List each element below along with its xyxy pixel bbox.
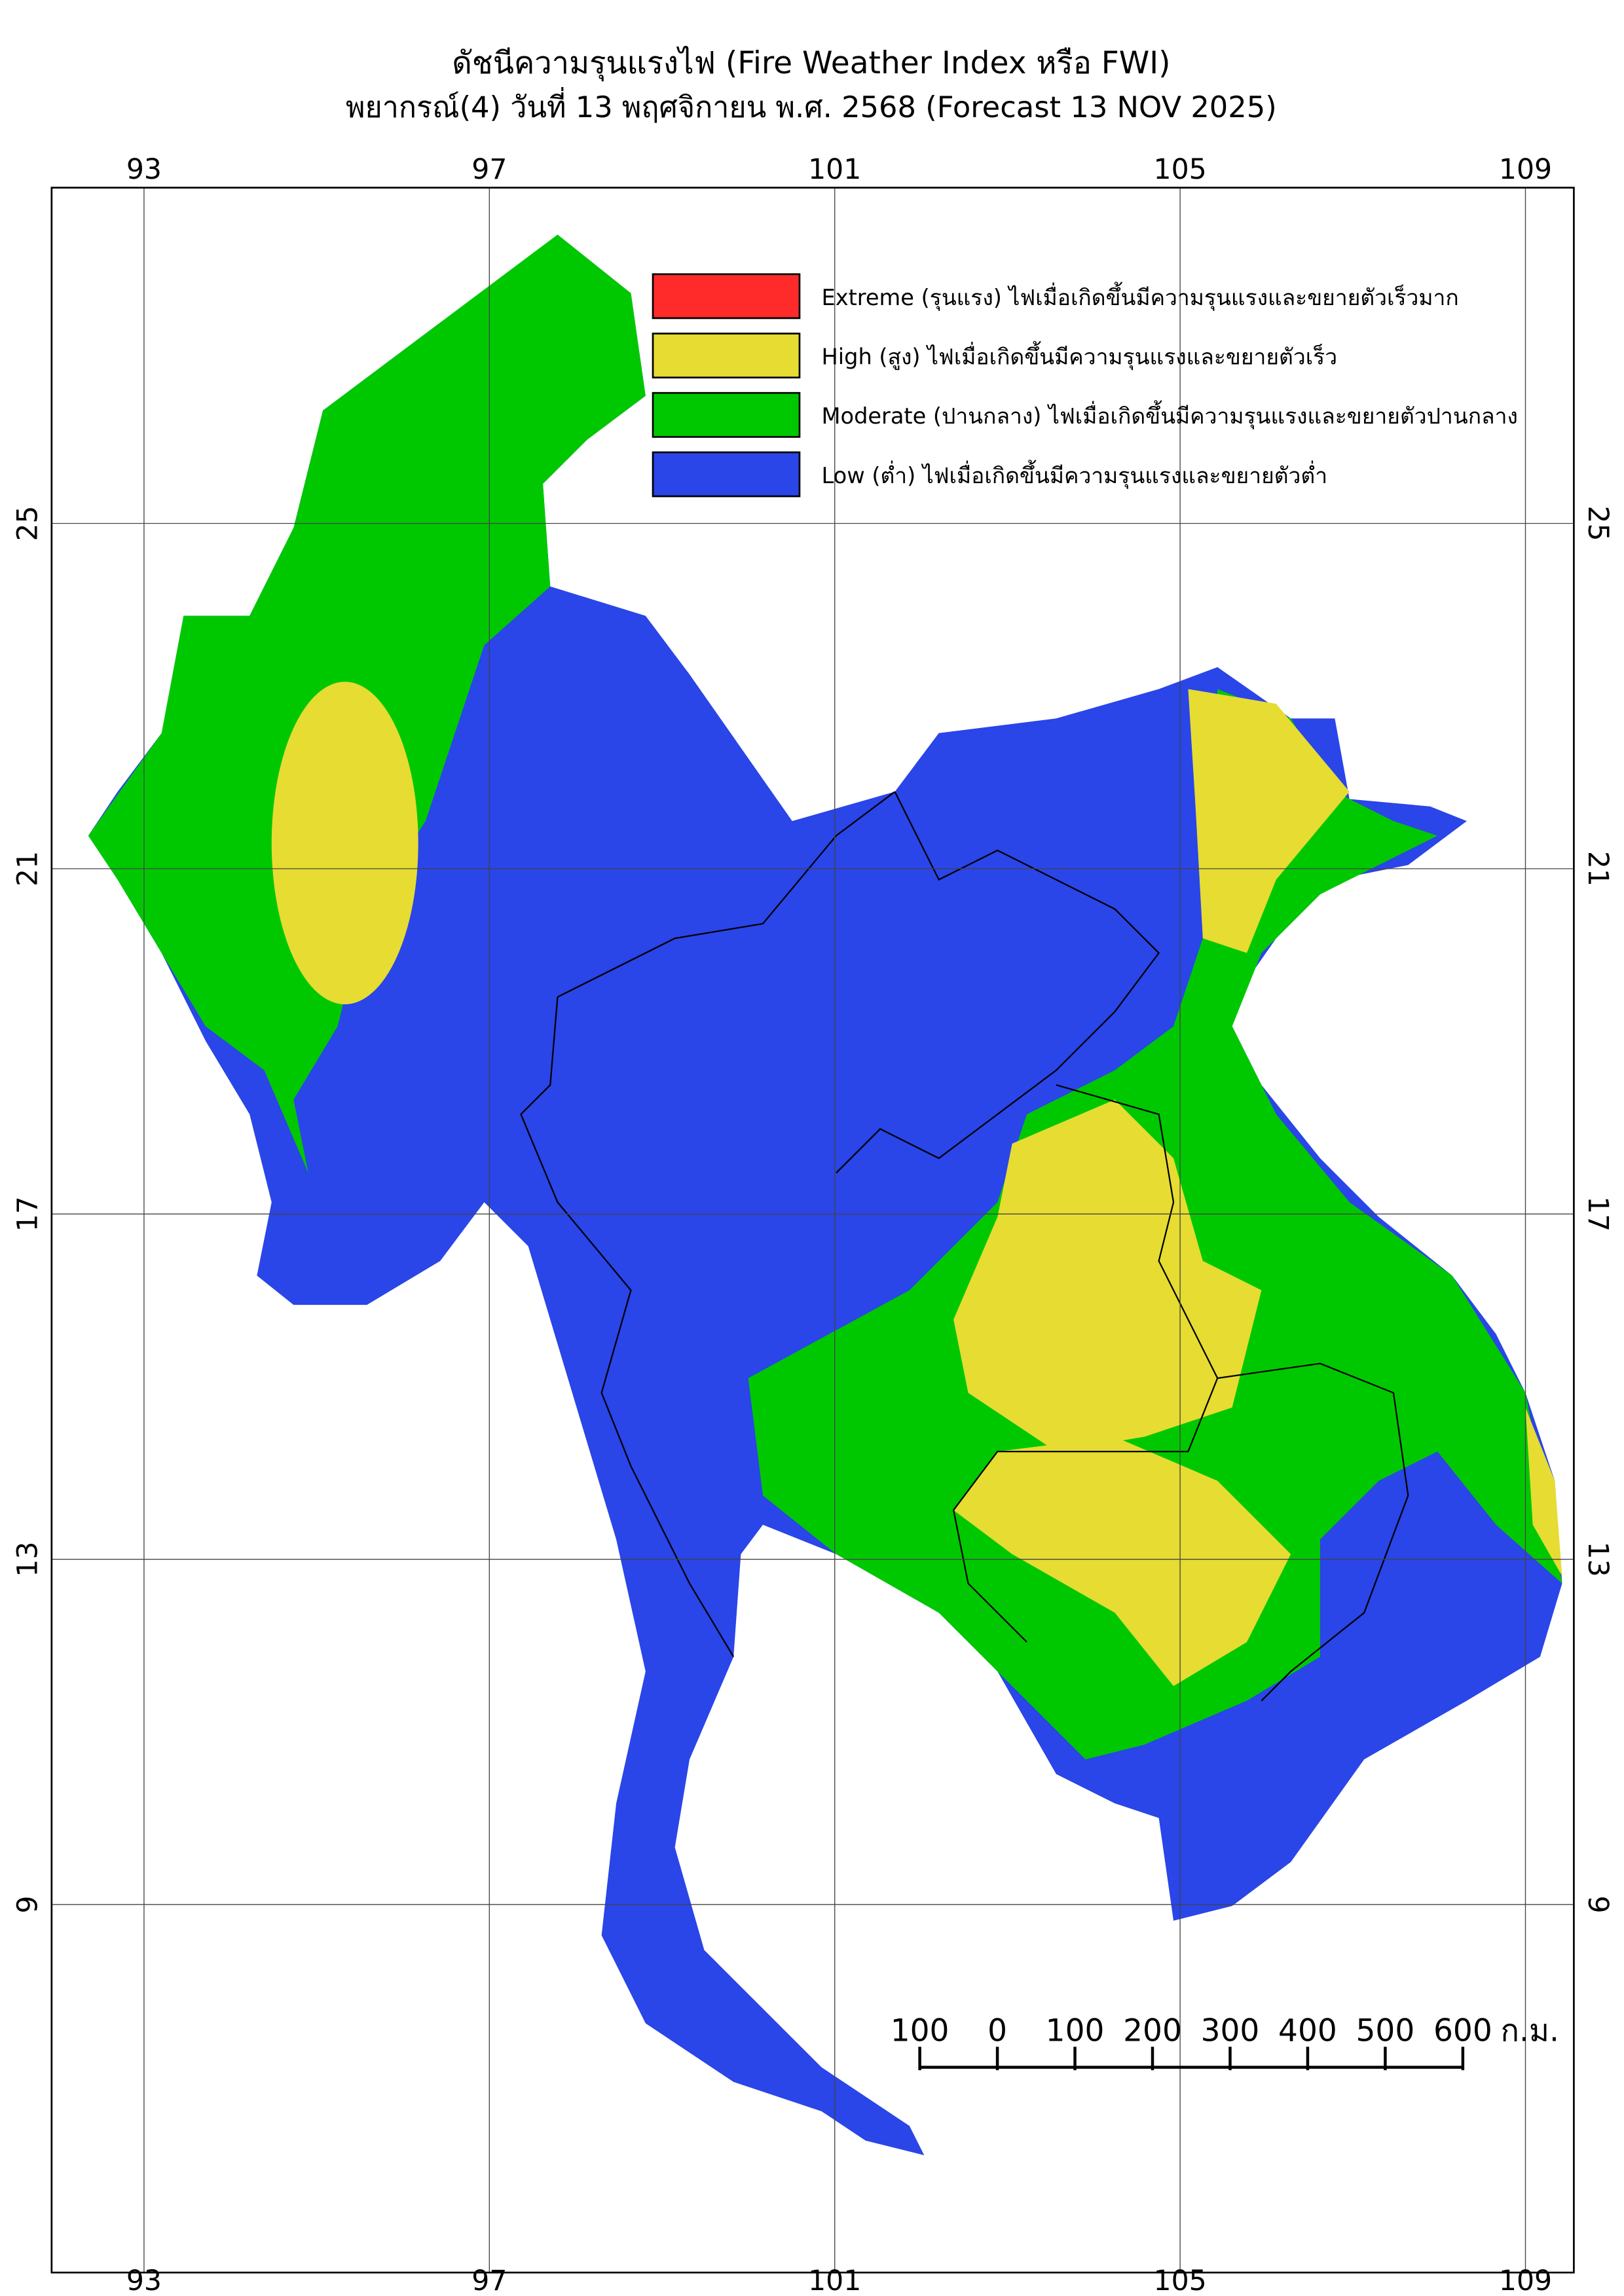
- legend-swatch: [652, 333, 801, 379]
- lon-label: 101: [808, 154, 861, 186]
- title: ดัชนีความรุนแรงไฟ (Fire Weather Index หร…: [452, 45, 1170, 82]
- lon-label: 97: [471, 154, 507, 186]
- scale-label: 100: [1046, 2013, 1105, 2049]
- legend-label: Low (ต่ำ) ไฟเมื่อเกิดขึ้นมีความรุนแรงและ…: [822, 460, 1328, 489]
- lat-label: 13: [1581, 1542, 1614, 1577]
- high-region: [953, 1436, 1291, 1686]
- lon-label: 93: [126, 154, 162, 186]
- lon-label: 105: [1154, 154, 1207, 186]
- high-region: [271, 682, 418, 1005]
- scale-label: 0: [987, 2013, 1007, 2049]
- subtitle: พยากรณ์(4) วันที่ 13 พฤศจิกายน พ.ศ. 2568…: [346, 87, 1277, 124]
- lat-label: 13: [12, 1542, 44, 1577]
- scale-bar: 100 0 100 200 300 400 500 600 ก.ม.: [891, 2013, 1559, 2071]
- legend-swatch: [652, 451, 801, 498]
- lon-label: 93: [126, 2265, 162, 2296]
- lat-label: 17: [12, 1196, 44, 1231]
- lon-label: 109: [1499, 154, 1552, 186]
- lon-label: 97: [471, 2265, 507, 2296]
- scale-label: 500: [1356, 2013, 1415, 2049]
- lat-label: 17: [1581, 1196, 1614, 1231]
- map-frame: [50, 187, 1575, 2274]
- high-region: [1525, 1407, 1562, 1576]
- scale-label: 100: [891, 2013, 950, 2049]
- scale-label: 600: [1433, 2013, 1492, 2049]
- lat-label: 9: [12, 1896, 44, 1914]
- scale-unit: ก.ม.: [1501, 2013, 1559, 2049]
- legend-label: High (สูง) ไฟเมื่อเกิดขึ้นมีความรุนแรงแล…: [822, 341, 1338, 371]
- legend-label: Extreme (รุนแรง) ไฟเมื่อเกิดขึ้นมีความรุ…: [822, 282, 1459, 311]
- high-region: [953, 1099, 1262, 1452]
- lat-label: 25: [1581, 505, 1614, 541]
- lon-label: 101: [808, 2265, 861, 2296]
- lat-label: 25: [12, 505, 44, 541]
- lat-label: 21: [1581, 851, 1614, 886]
- country-borders: [520, 791, 1409, 1702]
- lon-label: 109: [1499, 2265, 1552, 2296]
- scale-label: 400: [1278, 2013, 1337, 2049]
- legend-swatch: [652, 273, 801, 319]
- high-region: [1188, 689, 1350, 953]
- scale-label: 300: [1201, 2013, 1260, 2049]
- legend-swatch: [652, 392, 801, 438]
- scale-label: 200: [1123, 2013, 1182, 2049]
- lat-label: 21: [12, 851, 44, 886]
- legend: Extreme (รุนแรง) ไฟเมื่อเกิดขึ้นมีความรุ…: [652, 273, 1518, 498]
- map-area: [88, 234, 1562, 2156]
- lon-label: 105: [1154, 2265, 1207, 2296]
- legend-label: Moderate (ปานกลาง) ไฟเมื่อเกิดขึ้นมีความ…: [822, 400, 1518, 429]
- lat-label: 9: [1581, 1896, 1614, 1914]
